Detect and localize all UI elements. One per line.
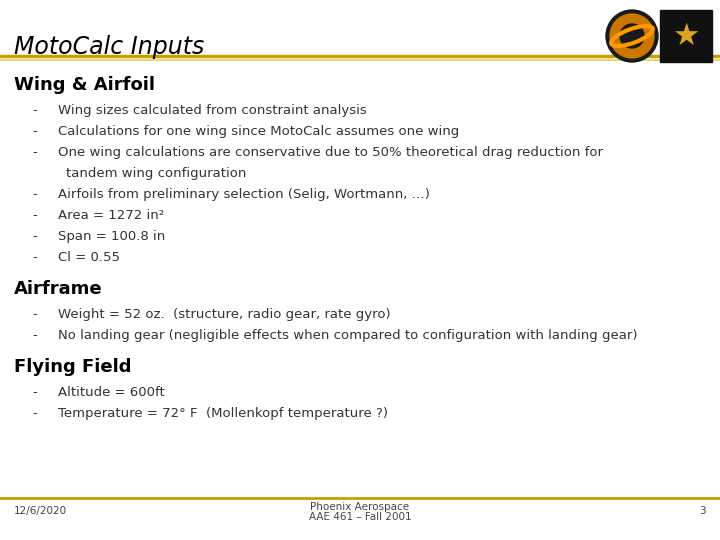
- Bar: [660, 10, 712, 62]
- Text: Flying Field: Flying Field: [14, 358, 132, 376]
- Text: -: -: [32, 329, 37, 342]
- Text: -: -: [32, 146, 37, 159]
- Text: Airfoils from preliminary selection (Selig, Wortmann, …): Airfoils from preliminary selection (Sel…: [58, 188, 430, 201]
- Text: No landing gear (negligible effects when compared to configuration with landing : No landing gear (negligible effects when…: [58, 329, 637, 342]
- Text: Span = 100.8 in: Span = 100.8 in: [58, 230, 166, 243]
- Text: MotoCalc Inputs: MotoCalc Inputs: [14, 35, 204, 59]
- Text: 3: 3: [699, 506, 706, 516]
- Text: AAE 461 – Fall 2001: AAE 461 – Fall 2001: [309, 512, 411, 522]
- Text: Cl = 0.55: Cl = 0.55: [58, 251, 120, 264]
- Text: Weight = 52 oz.  (structure, radio gear, rate gyro): Weight = 52 oz. (structure, radio gear, …: [58, 308, 391, 321]
- Text: Phoenix Aerospace: Phoenix Aerospace: [310, 502, 410, 512]
- Text: -: -: [32, 308, 37, 321]
- Text: Altitude = 600ft: Altitude = 600ft: [58, 386, 165, 399]
- Text: -: -: [32, 230, 37, 243]
- Circle shape: [620, 24, 644, 48]
- Text: tandem wing configuration: tandem wing configuration: [66, 167, 246, 180]
- Text: -: -: [32, 407, 37, 420]
- Circle shape: [606, 10, 658, 62]
- Text: -: -: [32, 251, 37, 264]
- Text: -: -: [32, 386, 37, 399]
- Text: 12/6/2020: 12/6/2020: [14, 506, 67, 516]
- Text: -: -: [32, 125, 37, 138]
- Text: Wing & Airfoil: Wing & Airfoil: [14, 76, 155, 94]
- Text: -: -: [32, 188, 37, 201]
- Text: Area = 1272 in²: Area = 1272 in²: [58, 209, 164, 222]
- Text: ★: ★: [672, 22, 700, 51]
- Circle shape: [610, 14, 654, 58]
- Text: Wing sizes calculated from constraint analysis: Wing sizes calculated from constraint an…: [58, 104, 366, 117]
- Text: One wing calculations are conservative due to 50% theoretical drag reduction for: One wing calculations are conservative d…: [58, 146, 603, 159]
- Text: -: -: [32, 209, 37, 222]
- Text: Calculations for one wing since MotoCalc assumes one wing: Calculations for one wing since MotoCalc…: [58, 125, 459, 138]
- Text: Airframe: Airframe: [14, 280, 103, 298]
- Text: -: -: [32, 104, 37, 117]
- Text: Temperature = 72° F  (Mollenkopf temperature ?): Temperature = 72° F (Mollenkopf temperat…: [58, 407, 388, 420]
